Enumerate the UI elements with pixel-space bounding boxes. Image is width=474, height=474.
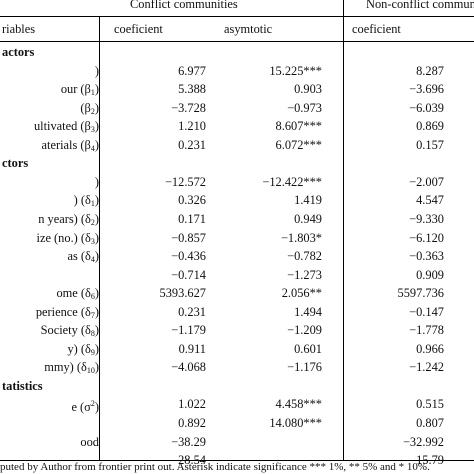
cell-coefficient-nonconflict: −0.363 [409, 249, 444, 263]
cell-coefficient-nonconflict: −6.039 [409, 101, 444, 115]
cell-asymptotic-conflict: 4.458*** [275, 397, 322, 411]
cell-coefficient-conflict: −12.572 [164, 175, 206, 189]
row-label: Society (δ8) [40, 323, 99, 338]
cell-asymptotic-conflict: 6.072*** [275, 138, 322, 152]
cell-coefficient-nonconflict: −3.696 [409, 82, 444, 96]
cell-coefficient-nonconflict: 8.287 [416, 64, 444, 78]
cell-asymptotic-conflict: 1.494 [294, 305, 322, 319]
cell-coefficient-nonconflict: 0.157 [416, 138, 444, 152]
section-heading: tatistics [2, 379, 43, 393]
cell-asymptotic-conflict: −0.973 [287, 101, 322, 115]
cell-coefficient-conflict: 6.977 [178, 64, 206, 78]
cell-asymptotic-conflict: 15.225*** [269, 64, 322, 78]
cell-asymptotic-conflict: −0.782 [287, 249, 322, 263]
cell-coefficient-nonconflict: 5597.736 [397, 286, 444, 300]
cell-asymptotic-conflict: 0.601 [294, 342, 322, 356]
cell-coefficient-nonconflict: 0.869 [416, 119, 444, 133]
top-rule [0, 16, 474, 17]
row-label: y) (δ9) [67, 342, 99, 357]
row-label: ome (δ6) [56, 286, 99, 301]
row-label [0, 267, 99, 283]
row-label: n years) (δ2) [38, 212, 99, 227]
cell-asymptotic-conflict: −1.209 [287, 323, 322, 337]
cell-asymptotic-conflict: 0.903 [294, 82, 322, 96]
cell-asymptotic-conflict: −1.176 [287, 360, 322, 374]
cell-coefficient-nonconflict: −6.120 [409, 231, 444, 245]
bottom-rule [0, 460, 474, 461]
cell-coefficient-conflict: 28.54 [178, 453, 206, 467]
cell-asymptotic-conflict: 14.080*** [269, 416, 322, 430]
cell-coefficient-conflict: −0.436 [171, 249, 206, 263]
cell-asymptotic-conflict: 8.607*** [275, 119, 322, 133]
cell-coefficient-conflict: 0.326 [178, 193, 206, 207]
row-label: ood [80, 435, 99, 449]
row-label: e (σ2) [71, 399, 99, 415]
column-header-asymptotic-conflict: asymtotic [224, 22, 273, 36]
cell-coefficient-conflict: 0.892 [178, 416, 206, 430]
cell-coefficient-nonconflict: −2.007 [409, 175, 444, 189]
column-header-variables: riables [2, 22, 36, 36]
cell-coefficient-nonconflict: −1.778 [409, 323, 444, 337]
section-heading: ctors [2, 156, 29, 170]
cell-coefficient-conflict: −3.728 [171, 101, 206, 115]
group-header-conflict: Conflict communities [130, 0, 238, 11]
row-label: aterials (β4) [41, 138, 99, 153]
column-header-coefficient-nonconflict: coeficient [352, 22, 401, 36]
cell-coefficient-nonconflict: 15.79 [416, 453, 444, 467]
cell-coefficient-conflict: −4.068 [171, 360, 206, 374]
row-label: mmy) (δ10) [44, 360, 99, 375]
row-label: ) [94, 64, 99, 78]
row-label: (β2) [80, 101, 99, 116]
group-header-nonconflict: Non-conflict communi [366, 0, 474, 11]
cell-coefficient-conflict: 0.171 [178, 212, 206, 226]
cell-asymptotic-conflict [218, 434, 322, 450]
cell-coefficient-conflict: 0.231 [178, 138, 206, 152]
cell-coefficient-conflict: −38.29 [171, 435, 206, 449]
cell-coefficient-conflict: 1.022 [178, 397, 206, 411]
cell-coefficient-nonconflict: −1.242 [409, 360, 444, 374]
cell-coefficient-nonconflict: 0.909 [416, 268, 444, 282]
cell-coefficient-conflict: 1.210 [178, 119, 206, 133]
row-label: ) [94, 175, 99, 189]
cell-coefficient-conflict: 5.388 [178, 82, 206, 96]
cell-coefficient-nonconflict: −9.330 [409, 212, 444, 226]
cell-coefficient-conflict: 0.231 [178, 305, 206, 319]
cell-coefficient-conflict: 0.911 [178, 342, 206, 356]
cell-asymptotic-conflict: −1.803* [280, 231, 322, 245]
row-label: ) (δ1) [73, 193, 99, 208]
cell-coefficient-nonconflict: 0.966 [416, 342, 444, 356]
cell-coefficient-nonconflict: 0.807 [416, 416, 444, 430]
row-label: ultivated (β3) [33, 119, 99, 134]
row-label: ize (no.) (δ3) [36, 231, 99, 246]
cell-coefficient-conflict: −0.714 [171, 268, 206, 282]
row-label [0, 415, 99, 431]
group-divider [343, 0, 344, 461]
table-footnote: puted by Author from frontier print out.… [0, 461, 430, 473]
row-label: as (δ4) [67, 249, 99, 264]
cell-asymptotic-conflict: 0.949 [294, 212, 322, 226]
header-rule [0, 41, 474, 42]
row-label: perience (δ7) [35, 305, 99, 320]
cell-asymptotic-conflict: −1.273 [287, 268, 322, 282]
cell-coefficient-conflict: −0.857 [171, 231, 206, 245]
column-header-coefficient-conflict: coeficient [114, 22, 163, 36]
cell-coefficient-nonconflict: −0.147 [409, 305, 444, 319]
cell-asymptotic-conflict: −12.422*** [262, 175, 322, 189]
cell-coefficient-nonconflict: 0.515 [416, 397, 444, 411]
cell-asymptotic-conflict: 2.056** [281, 286, 322, 300]
section-heading: actors [2, 45, 35, 59]
cell-coefficient-nonconflict: 4.547 [416, 193, 444, 207]
cell-coefficient-conflict: −1.179 [171, 323, 206, 337]
column-divider-1 [99, 17, 100, 461]
cell-coefficient-nonconflict: −32.992 [402, 435, 444, 449]
cell-coefficient-conflict: 5393.627 [159, 286, 206, 300]
row-label: our (β1) [60, 82, 99, 97]
cell-asymptotic-conflict: 1.419 [294, 193, 322, 207]
